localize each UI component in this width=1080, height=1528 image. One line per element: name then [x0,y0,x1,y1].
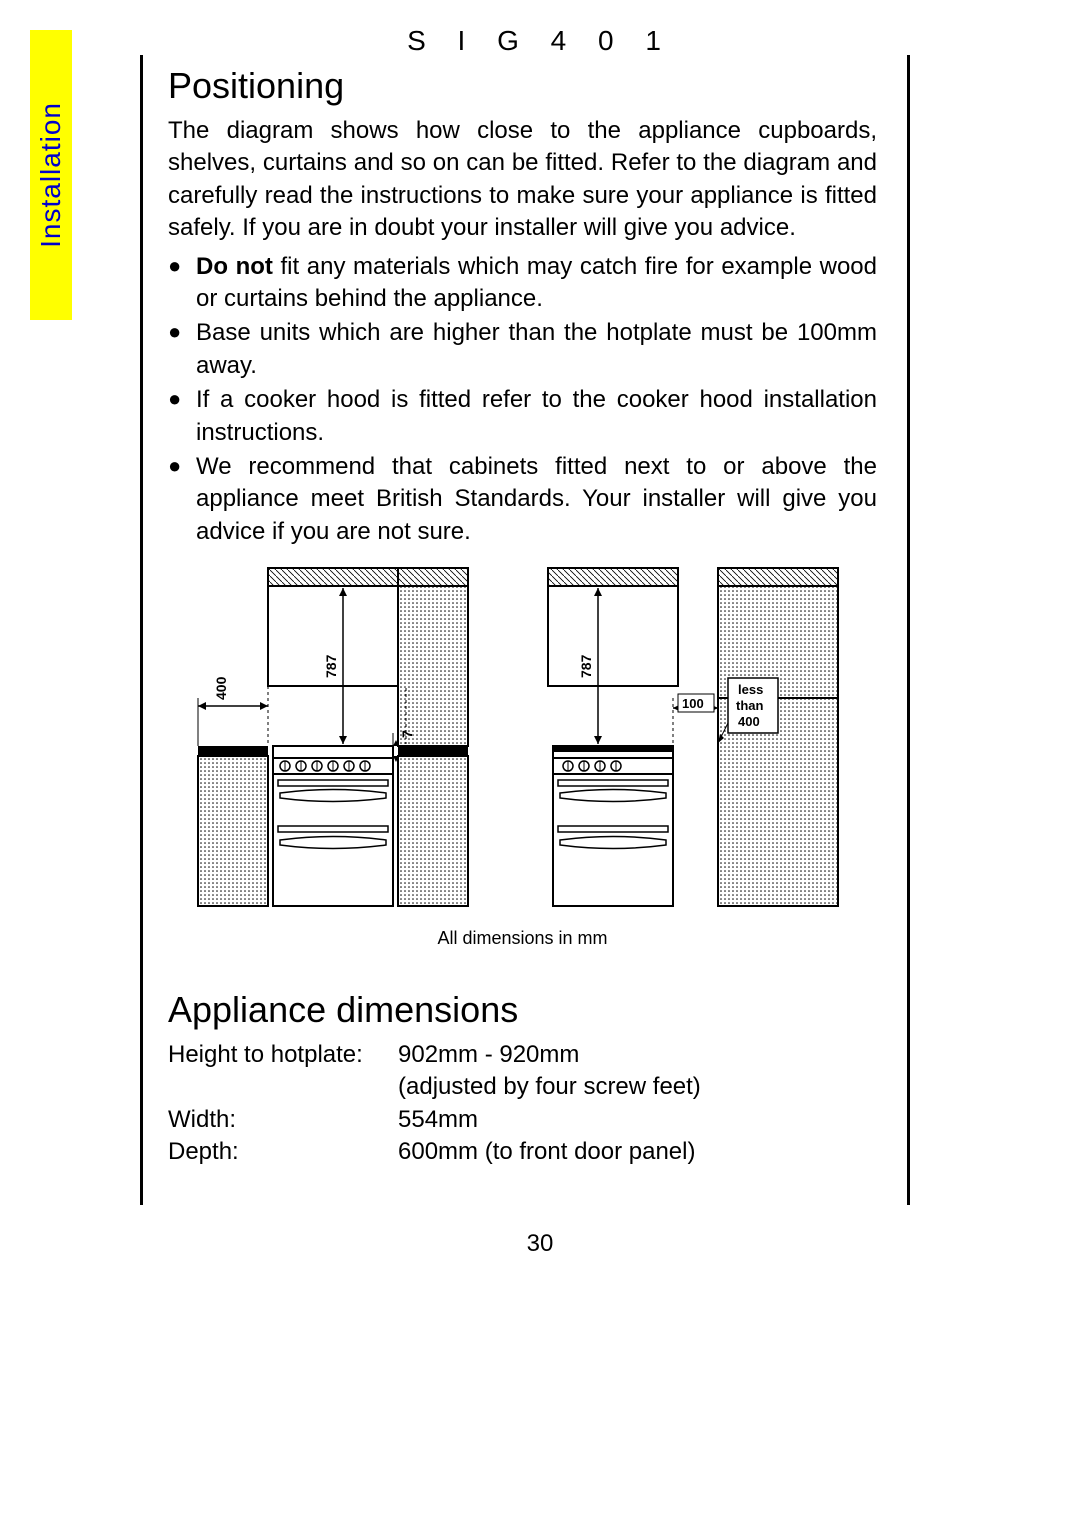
diagram-left: 400 787 7 [168,558,498,918]
bullet-text: We recommend that cabinets fitted next t… [196,453,877,545]
page: Installation S I G 4 0 1 Positioning The… [0,0,1080,1528]
dim-787-r: 787 [578,655,594,679]
positioning-bullets: Do not fit any materials which may catch… [168,251,877,549]
dimensions-heading: Appliance dimensions [168,989,877,1031]
dim-400: 400 [213,677,229,701]
positioning-diagram: 400 787 7 [168,558,877,918]
side-tab-label: Installation [35,102,67,248]
table-row: Height to hotplate: 902mm - 920mm [168,1039,877,1071]
bullet-text: If a cooker hood is fitted refer to the … [196,386,877,445]
list-item: We recommend that cabinets fitted next t… [168,451,877,548]
bullet-text: fit any materials which may catch fire f… [196,253,877,312]
bullet-text: Base units which are higher than the hot… [196,319,877,378]
positioning-intro: The diagram shows how close to the appli… [168,115,877,245]
table-row: (adjusted by four screw feet) [168,1071,877,1103]
dim-100: 100 [682,696,704,711]
bullet-bold: Do not [196,253,273,280]
content-frame: Positioning The diagram shows how close … [140,55,910,1205]
dim-value: 600mm (to front door panel) [398,1136,877,1168]
list-item: Do not fit any materials which may catch… [168,251,877,316]
diagram-right: 787 100 less than 400 [528,558,848,918]
model-header: S I G 4 0 1 [0,25,1080,57]
side-tab: Installation [30,30,72,320]
dim-value: (adjusted by four screw feet) [398,1071,877,1103]
note-than: than [736,698,764,713]
list-item: If a cooker hood is fitted refer to the … [168,384,877,449]
dim-label [168,1071,398,1103]
dim-label: Height to hotplate: [168,1039,398,1071]
dim-label: Width: [168,1104,398,1136]
page-number: 30 [0,1230,1080,1258]
list-item: Base units which are higher than the hot… [168,317,877,382]
dimensions-table: Height to hotplate: 902mm - 920mm (adjus… [168,1039,877,1169]
dim-7: 7 [399,730,415,738]
note-400: 400 [738,714,760,729]
dim-label: Depth: [168,1136,398,1168]
dim-value: 902mm - 920mm [398,1039,877,1071]
positioning-heading: Positioning [168,65,877,107]
diagram-caption: All dimensions in mm [168,928,877,949]
table-row: Width: 554mm [168,1104,877,1136]
dim-787: 787 [323,655,339,679]
note-less: less [738,682,763,697]
dim-value: 554mm [398,1104,877,1136]
table-row: Depth: 600mm (to front door panel) [168,1136,877,1168]
